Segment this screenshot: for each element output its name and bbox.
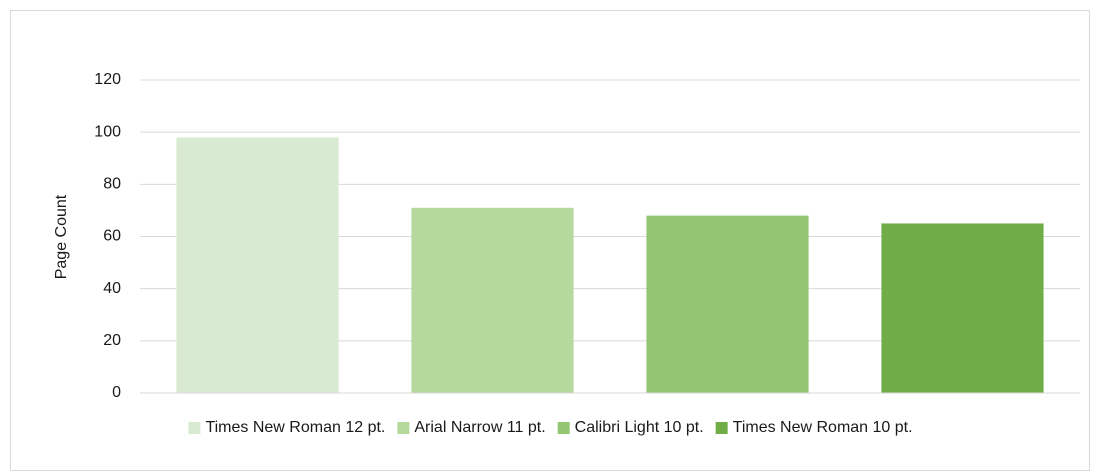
y-axis-label: Page Count [53, 194, 70, 279]
y-tick-label: 120 [94, 71, 121, 88]
legend-label: Calibri Light 10 pt. [575, 419, 704, 436]
legend-swatch [397, 422, 410, 434]
legend-label: Arial Narrow 11 pt. [414, 419, 545, 436]
legend-swatch [188, 422, 201, 434]
y-tick-label: 100 [94, 123, 121, 140]
bar [176, 137, 339, 393]
y-tick-label: 80 [103, 176, 121, 193]
legend-label: Times New Roman 12 pt. [205, 419, 385, 436]
bar [881, 223, 1044, 393]
legend-label: Times New Roman 10 pt. [733, 419, 913, 436]
y-tick-label: 20 [103, 332, 121, 349]
y-tick-label: 40 [103, 280, 121, 297]
y-tick-label: 60 [103, 228, 121, 245]
legend-swatch [715, 422, 728, 434]
bar [411, 207, 574, 393]
y-tick-label: 0 [112, 384, 121, 401]
legend-swatch [557, 422, 570, 434]
bar [646, 215, 809, 393]
